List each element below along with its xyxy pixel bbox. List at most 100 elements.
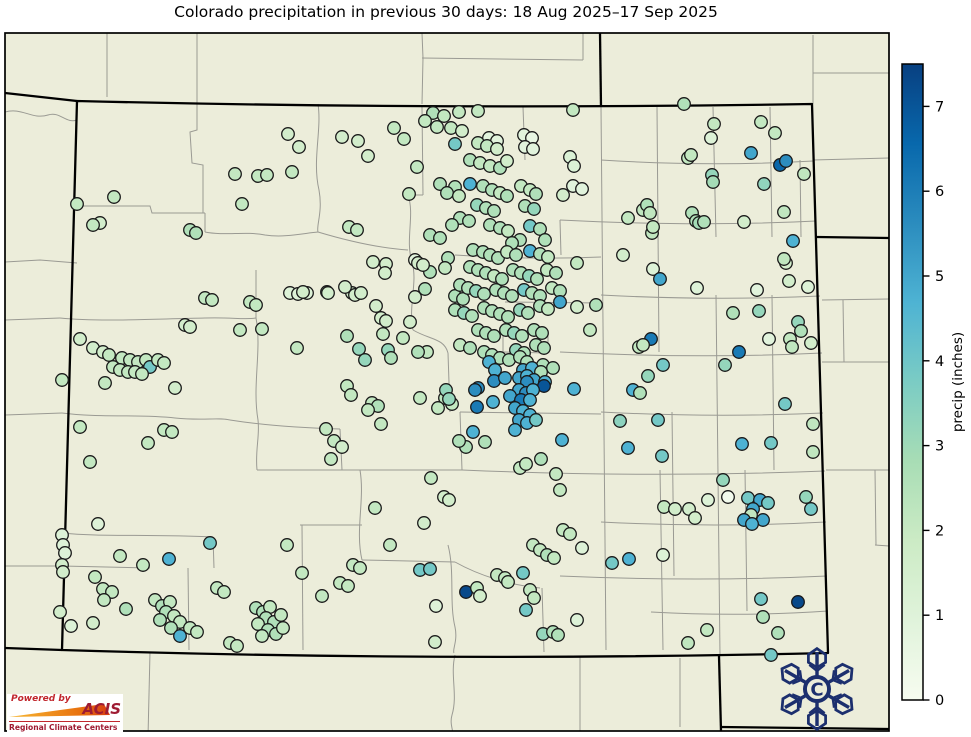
station-dot [350, 223, 364, 237]
station-dot [575, 541, 589, 555]
station-dot [519, 603, 533, 617]
station-dot [452, 434, 466, 448]
county-line [77, 205, 205, 214]
station-dot [756, 610, 770, 624]
state-border [816, 235, 889, 240]
station-dot [164, 621, 178, 635]
station-dot [440, 186, 454, 200]
county-line [358, 469, 363, 561]
station-dot [737, 215, 751, 229]
station-dot [690, 281, 704, 295]
state-border [60, 99, 830, 659]
station-dot [413, 391, 427, 405]
station-dot [707, 117, 721, 131]
station-dot [378, 266, 392, 280]
station-dot [274, 608, 288, 622]
colorbar-tick-label: 1 [935, 608, 944, 624]
station-dot [537, 341, 551, 355]
station-dot [402, 187, 416, 201]
station-dot [335, 130, 349, 144]
county-line [147, 651, 151, 731]
station-dot [473, 589, 487, 603]
station-dot [768, 126, 782, 140]
station-dot [501, 575, 515, 589]
station-dot [470, 400, 484, 414]
station-dot [589, 298, 603, 312]
station-dot [233, 323, 247, 337]
station-dot [732, 345, 746, 359]
station-dot [726, 306, 740, 320]
acis-subtitle-text: Regional Climate Centers [9, 721, 120, 732]
station-dot [466, 425, 480, 439]
station-dot [771, 626, 785, 640]
station-dot [249, 298, 263, 312]
county-line [61, 532, 214, 538]
station-dot [529, 187, 543, 201]
station-dot [335, 440, 349, 454]
station-dot [433, 177, 447, 191]
station-dot [235, 197, 249, 211]
station-dot [471, 104, 485, 118]
station-dot [340, 329, 354, 343]
station-dot [643, 206, 657, 220]
station-dot [107, 190, 121, 204]
state-border [5, 91, 78, 103]
station-dot [228, 167, 242, 181]
station-dot [777, 252, 791, 266]
station-dot [523, 393, 537, 407]
station-dot [704, 131, 718, 145]
station-dot [319, 422, 333, 436]
station-dot [782, 274, 796, 288]
station-dot [700, 623, 714, 637]
station-dot [501, 224, 515, 238]
station-dot [555, 433, 569, 447]
station-dot [764, 648, 778, 662]
county-line [5, 110, 78, 122]
county-line [315, 103, 321, 233]
station-dot [352, 342, 366, 356]
station-dot [486, 395, 500, 409]
station-dot [684, 148, 698, 162]
county-line [600, 106, 607, 651]
station-dot [752, 304, 766, 318]
station-dot [553, 295, 567, 309]
snowflake-c-logo-icon: C [775, 646, 859, 732]
station-dot [527, 591, 541, 605]
colorbar-tick-label: 6 [935, 184, 944, 200]
station-dot [165, 425, 179, 439]
station-dot [423, 562, 437, 576]
station-dot [777, 205, 791, 219]
county-line [600, 411, 824, 416]
station-dot [681, 636, 695, 650]
station-dot [613, 414, 627, 428]
station-dot [217, 585, 231, 599]
station-dot [567, 159, 581, 173]
station-dot [655, 449, 669, 463]
station-dot [445, 218, 459, 232]
station-dot [633, 386, 647, 400]
station-dot [688, 511, 702, 525]
colorbar: 0 1 2 3 4 5 6 7 precip (inches) [901, 63, 966, 709]
station-dot [583, 323, 597, 337]
station-dot [553, 483, 567, 497]
station-dot [566, 103, 580, 117]
station-dot [641, 369, 655, 383]
map-background [5, 33, 889, 731]
county-line [842, 299, 845, 363]
station-dot [505, 289, 519, 303]
station-dot [424, 471, 438, 485]
station-dot [622, 552, 636, 566]
station-dot [570, 613, 584, 627]
station-dot [804, 336, 818, 350]
colorbar-tick-label: 2 [935, 523, 944, 539]
county-line [600, 294, 821, 299]
county-line [874, 469, 877, 546]
station-dot [478, 435, 492, 449]
station-dot [495, 272, 509, 286]
station-dot [431, 401, 445, 415]
station-dot [354, 286, 368, 300]
station-dot [417, 516, 431, 530]
acis-name-text: ACIS [82, 700, 121, 718]
county-line [301, 524, 304, 651]
acis-powered-by-text: Powered by [11, 694, 71, 704]
